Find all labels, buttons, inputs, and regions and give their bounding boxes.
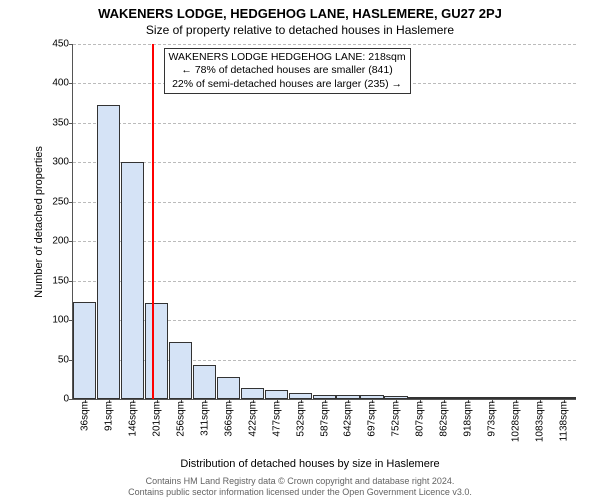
ytick-label: 350: [41, 117, 69, 128]
gridline-h: [73, 281, 576, 282]
xtick-label: 697sqm: [367, 401, 378, 437]
histogram-bar: [169, 342, 192, 399]
xtick-label: 587sqm: [319, 401, 330, 437]
footer-line-2: Contains public sector information licen…: [0, 487, 600, 498]
histogram-bar: [121, 162, 144, 399]
ytick-label: 150: [41, 275, 69, 286]
xtick-label: 1028sqm: [511, 401, 522, 442]
ytick-mark: [69, 241, 73, 242]
ytick-label: 50: [41, 354, 69, 365]
histogram-bar: [193, 365, 216, 399]
xtick-label: 973sqm: [487, 401, 498, 437]
page-title: WAKENERS LODGE, HEDGEHOG LANE, HASLEMERE…: [0, 0, 600, 21]
ytick-mark: [69, 162, 73, 163]
x-axis-label: Distribution of detached houses by size …: [38, 458, 582, 470]
ytick-label: 450: [41, 39, 69, 50]
xtick-label: 1138sqm: [559, 401, 570, 441]
xtick-label: 422sqm: [247, 401, 258, 437]
histogram-bar: [241, 388, 264, 399]
ytick-label: 400: [41, 78, 69, 89]
ytick-mark: [69, 281, 73, 282]
xtick-label: 1083sqm: [535, 401, 546, 442]
plot-area: Number of detached properties 0501001502…: [72, 44, 576, 400]
footer-attribution: Contains HM Land Registry data © Crown c…: [0, 476, 600, 499]
ytick-mark: [69, 83, 73, 84]
xtick-label: 642sqm: [343, 401, 354, 437]
footer-line-1: Contains HM Land Registry data © Crown c…: [0, 476, 600, 487]
histogram-bar: [217, 377, 240, 399]
ytick-label: 100: [41, 315, 69, 326]
ytick-mark: [69, 399, 73, 400]
gridline-h: [73, 241, 576, 242]
histogram-bar: [145, 303, 168, 399]
xtick-label: 201sqm: [151, 401, 162, 437]
xtick-label: 477sqm: [271, 401, 282, 437]
gridline-h: [73, 162, 576, 163]
histogram-bar: [265, 390, 288, 399]
xtick-label: 311sqm: [199, 401, 210, 436]
xtick-label: 532sqm: [295, 401, 306, 437]
xtick-label: 146sqm: [127, 401, 138, 437]
page-subtitle: Size of property relative to detached ho…: [0, 21, 600, 37]
xtick-label: 91sqm: [103, 401, 114, 431]
histogram-bar: [73, 302, 96, 399]
chart-container: Number of detached properties 0501001502…: [38, 44, 582, 434]
annotation-line-1: WAKENERS LODGE HEDGEHOG LANE: 218sqm: [169, 51, 406, 65]
xtick-label: 36sqm: [79, 401, 90, 431]
xtick-label: 918sqm: [463, 401, 474, 437]
reference-line: [152, 44, 154, 399]
gridline-h: [73, 202, 576, 203]
ytick-mark: [69, 44, 73, 45]
annotation-box: WAKENERS LODGE HEDGEHOG LANE: 218sqm← 78…: [164, 48, 411, 95]
gridline-h: [73, 123, 576, 124]
xtick-label: 807sqm: [415, 401, 426, 437]
ytick-label: 200: [41, 236, 69, 247]
ytick-label: 250: [41, 196, 69, 207]
annotation-line-2: ← 78% of detached houses are smaller (84…: [169, 64, 406, 78]
ytick-label: 300: [41, 157, 69, 168]
xtick-label: 862sqm: [439, 401, 450, 437]
xtick-label: 752sqm: [391, 401, 402, 437]
xtick-label: 366sqm: [223, 401, 234, 437]
histogram-bar: [97, 105, 120, 399]
ytick-mark: [69, 123, 73, 124]
ytick-label: 0: [41, 394, 69, 405]
annotation-line-3: 22% of semi-detached houses are larger (…: [169, 78, 406, 92]
xtick-label: 256sqm: [175, 401, 186, 437]
gridline-h: [73, 44, 576, 45]
ytick-mark: [69, 202, 73, 203]
